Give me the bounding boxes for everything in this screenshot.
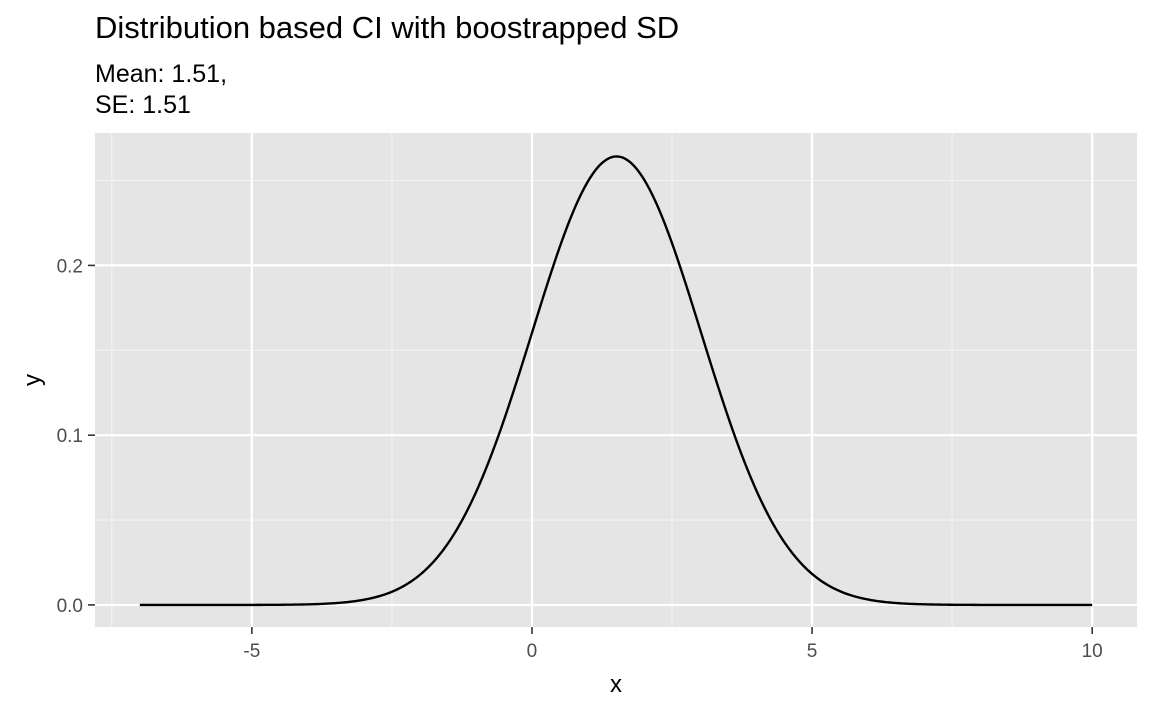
y-tick-label: 0.0 (57, 596, 83, 617)
plot-panel (95, 133, 1137, 627)
y-tick-label: 0.2 (57, 256, 83, 277)
minor-gridlines (95, 133, 1137, 627)
x-tick-label: 0 (527, 641, 538, 662)
chart-title: Distribution based CI with boostrapped S… (95, 10, 679, 45)
x-tick-label: 10 (1082, 641, 1103, 662)
y-tick-label: 0.1 (57, 426, 83, 447)
y-axis-title: y (19, 374, 46, 386)
x-tick-label: -5 (243, 641, 260, 662)
chart-subtitle-line-2: SE: 1.51 (95, 91, 191, 119)
x-tick-label: 5 (807, 641, 818, 662)
y-axis: 0.0 0.1 0.2 (57, 256, 95, 617)
chart-subtitle-line-1: Mean: 1.51, (95, 60, 227, 88)
density-curve (139, 155, 1093, 607)
x-axis-title: x (610, 671, 622, 698)
x-axis: -5 0 5 10 (243, 627, 1103, 662)
